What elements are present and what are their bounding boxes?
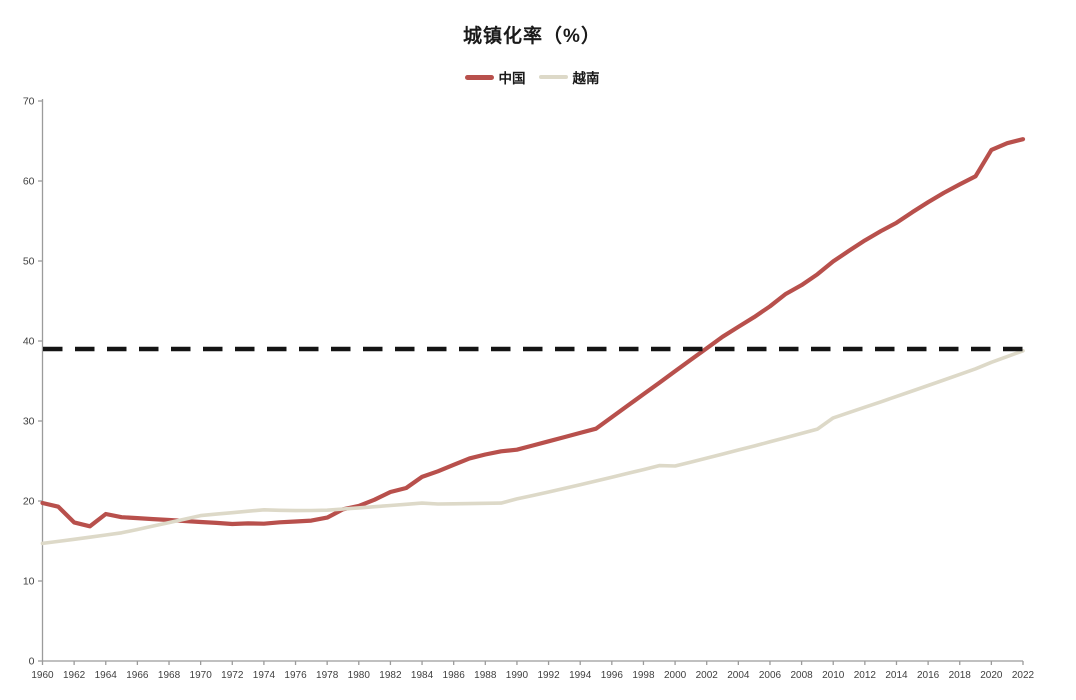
x-tick-label: 1964 xyxy=(95,670,118,681)
x-tick-label: 1966 xyxy=(126,670,149,681)
x-tick-label: 2018 xyxy=(949,670,972,681)
x-tick-label: 1960 xyxy=(31,670,54,681)
x-tick-label: 1962 xyxy=(63,670,86,681)
legend-label-vietnam: 越南 xyxy=(572,71,600,86)
vietnam-line xyxy=(40,349,1025,546)
y-tick-label: 0 xyxy=(29,656,35,668)
vietnam-line-swatch xyxy=(538,75,568,79)
x-tick-label: 1988 xyxy=(474,670,497,681)
y-tick-label: 10 xyxy=(23,576,35,588)
x-tick-label: 1974 xyxy=(253,670,276,681)
x-tick-label: 1984 xyxy=(411,670,434,681)
x-tick-label: 2020 xyxy=(980,670,1003,681)
x-tick-label: 2012 xyxy=(854,670,877,681)
x-tick-label: 1994 xyxy=(569,670,592,681)
chart-legend: 中国 越南 xyxy=(0,67,1064,87)
china-line xyxy=(40,137,1026,529)
y-tick-label: 20 xyxy=(23,496,35,508)
x-tick-label: 2002 xyxy=(696,670,719,681)
chart-title: 城镇化率（%） xyxy=(463,26,601,47)
x-tick-label: 2006 xyxy=(759,670,782,681)
china-line-swatch xyxy=(464,74,494,80)
legend-item-vietnam: 越南 xyxy=(538,67,600,87)
x-tick-label: 1982 xyxy=(379,670,402,681)
y-tick-label: 40 xyxy=(23,336,35,348)
x-tick-label: 1992 xyxy=(537,670,560,681)
y-tick-label: 60 xyxy=(23,176,35,188)
y-tick-label: 70 xyxy=(23,96,35,108)
x-tick-label: 2008 xyxy=(790,670,813,681)
x-tick-label: 2010 xyxy=(822,670,845,681)
x-tick-label: 1976 xyxy=(284,670,307,681)
legend-item-china: 中国 xyxy=(464,67,526,87)
x-tick-label: 2022 xyxy=(1012,670,1035,681)
y-tick-label: 30 xyxy=(23,416,35,428)
legend-label-china: 中国 xyxy=(498,71,526,86)
x-tick-label: 2004 xyxy=(727,670,750,681)
x-tick-label: 1970 xyxy=(190,670,213,681)
y-tick-label: 50 xyxy=(23,256,35,268)
x-tick-label: 1972 xyxy=(221,670,244,681)
x-tick-label: 1998 xyxy=(632,670,655,681)
x-tick-label: 1968 xyxy=(158,670,181,681)
x-tick-label: 2016 xyxy=(917,670,940,681)
x-tick-label: 2014 xyxy=(885,670,908,681)
x-tick-label: 1978 xyxy=(316,670,339,681)
x-tick-label: 2000 xyxy=(664,670,687,681)
x-tick-label: 1980 xyxy=(348,670,371,681)
axis-lines xyxy=(41,99,1023,662)
x-tick-label: 1990 xyxy=(506,670,529,681)
x-tick-label: 1986 xyxy=(443,670,466,681)
x-tick-label: 1996 xyxy=(601,670,624,681)
